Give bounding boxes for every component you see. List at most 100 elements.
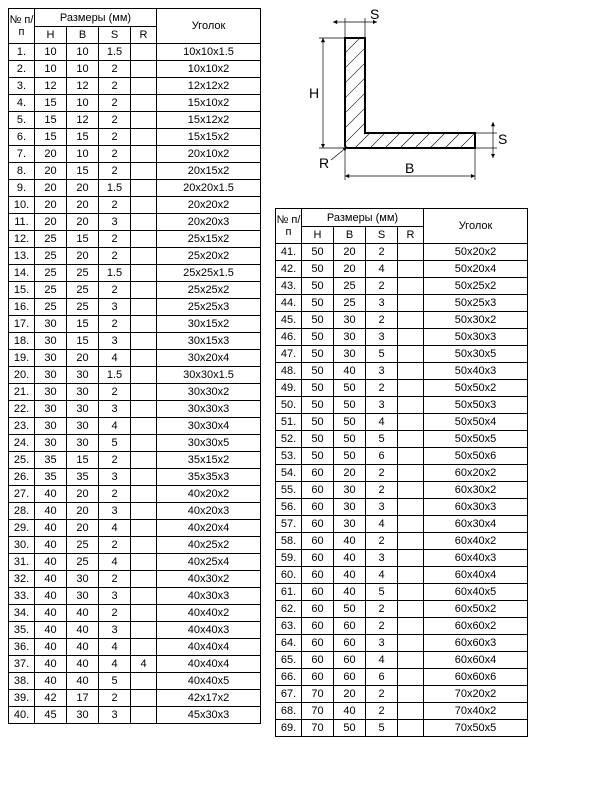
cell-u: 60х40х4 (424, 567, 528, 584)
table-row: 38.4040540х40х5 (9, 673, 261, 690)
cell-s: 3 (99, 588, 131, 605)
angle-diagram: S S H B R (275, 8, 515, 188)
cell-h: 15 (35, 112, 67, 129)
label-r: R (319, 155, 329, 171)
cell-h: 70 (302, 686, 334, 703)
cell-u: 40х20х4 (157, 520, 261, 537)
cell-b: 40 (334, 567, 366, 584)
cell-s: 3 (99, 214, 131, 231)
cell-h: 25 (35, 265, 67, 282)
cell-r (131, 112, 157, 129)
cell-s: 6 (366, 669, 398, 686)
cell-h: 50 (302, 414, 334, 431)
cell-b: 20 (67, 214, 99, 231)
cell-n: 33. (9, 588, 35, 605)
cell-b: 20 (67, 503, 99, 520)
cell-h: 40 (35, 588, 67, 605)
cell-n: 38. (9, 673, 35, 690)
table-row: 34.4040240х40х2 (9, 605, 261, 622)
cell-b: 20 (334, 465, 366, 482)
cell-s: 5 (99, 435, 131, 452)
table-row: 1.10101.510х10х1.5 (9, 44, 261, 61)
cell-r (398, 652, 424, 669)
table-row: 49.5050250х50х2 (276, 380, 528, 397)
cell-n: 32. (9, 571, 35, 588)
cell-u: 50х25х3 (424, 295, 528, 312)
cell-u: 50х50х2 (424, 380, 528, 397)
cell-s: 4 (99, 350, 131, 367)
cell-n: 29. (9, 520, 35, 537)
table-row: 4.1510215х10х2 (9, 95, 261, 112)
cell-r (398, 686, 424, 703)
cell-b: 15 (67, 452, 99, 469)
cell-r (131, 333, 157, 350)
table-row: 28.4020340х20х3 (9, 503, 261, 520)
cell-b: 60 (334, 669, 366, 686)
cell-h: 20 (35, 180, 67, 197)
cell-r: 4 (131, 656, 157, 673)
cell-h: 30 (35, 316, 67, 333)
cell-b: 10 (67, 61, 99, 78)
angle-table-1: № п/п Размеры (мм) Уголок H B S R 1.1010… (8, 8, 261, 724)
cell-b: 40 (334, 550, 366, 567)
cell-u: 60х50х2 (424, 601, 528, 618)
cell-r (398, 533, 424, 550)
cell-h: 30 (35, 435, 67, 452)
cell-h: 60 (302, 652, 334, 669)
cell-b: 20 (67, 486, 99, 503)
cell-u: 70х20х2 (424, 686, 528, 703)
table-row: 5.1512215х12х2 (9, 112, 261, 129)
cell-u: 30х30х4 (157, 418, 261, 435)
cell-b: 60 (334, 635, 366, 652)
cell-s: 3 (99, 707, 131, 724)
cell-u: 50х20х2 (424, 244, 528, 261)
cell-u: 60х60х3 (424, 635, 528, 652)
table-row: 6.1515215х15х2 (9, 129, 261, 146)
cell-s: 2 (366, 312, 398, 329)
cell-u: 30х15х2 (157, 316, 261, 333)
cell-s: 2 (99, 78, 131, 95)
table-row: 23.3030430х30х4 (9, 418, 261, 435)
cell-s: 2 (99, 282, 131, 299)
table-row: 27.4020240х20х2 (9, 486, 261, 503)
cell-r (398, 380, 424, 397)
cell-n: 37. (9, 656, 35, 673)
cell-u: 35х15х2 (157, 452, 261, 469)
cell-b: 10 (67, 95, 99, 112)
table-row: 31.4025440х25х4 (9, 554, 261, 571)
cell-b: 40 (334, 584, 366, 601)
table-row: 36.4040440х40х4 (9, 639, 261, 656)
table-row: 2.1010210х10х2 (9, 61, 261, 78)
cell-b: 30 (334, 482, 366, 499)
cell-n: 46. (276, 329, 302, 346)
cell-n: 49. (276, 380, 302, 397)
cell-s: 2 (99, 231, 131, 248)
cell-n: 14. (9, 265, 35, 282)
cell-b: 20 (67, 350, 99, 367)
cell-n: 28. (9, 503, 35, 520)
cell-b: 25 (67, 299, 99, 316)
table-row: 44.5025350х25х3 (276, 295, 528, 312)
cell-s: 4 (366, 414, 398, 431)
cell-n: 24. (9, 435, 35, 452)
cell-b: 20 (67, 197, 99, 214)
cell-n: 30. (9, 537, 35, 554)
col-s: S (99, 27, 131, 44)
cell-n: 25. (9, 452, 35, 469)
table-row: 15.2525225х25х2 (9, 282, 261, 299)
cell-b: 15 (67, 231, 99, 248)
cell-s: 2 (366, 686, 398, 703)
cell-r (398, 550, 424, 567)
cell-u: 40х30х3 (157, 588, 261, 605)
cell-n: 19. (9, 350, 35, 367)
cell-b: 25 (67, 537, 99, 554)
cell-n: 65. (276, 652, 302, 669)
cell-s: 2 (99, 571, 131, 588)
cell-n: 20. (9, 367, 35, 384)
cell-r (131, 299, 157, 316)
cell-r (398, 278, 424, 295)
cell-u: 60х40х3 (424, 550, 528, 567)
cell-b: 25 (67, 282, 99, 299)
table-row: 56.6030360х30х3 (276, 499, 528, 516)
cell-r (131, 95, 157, 112)
